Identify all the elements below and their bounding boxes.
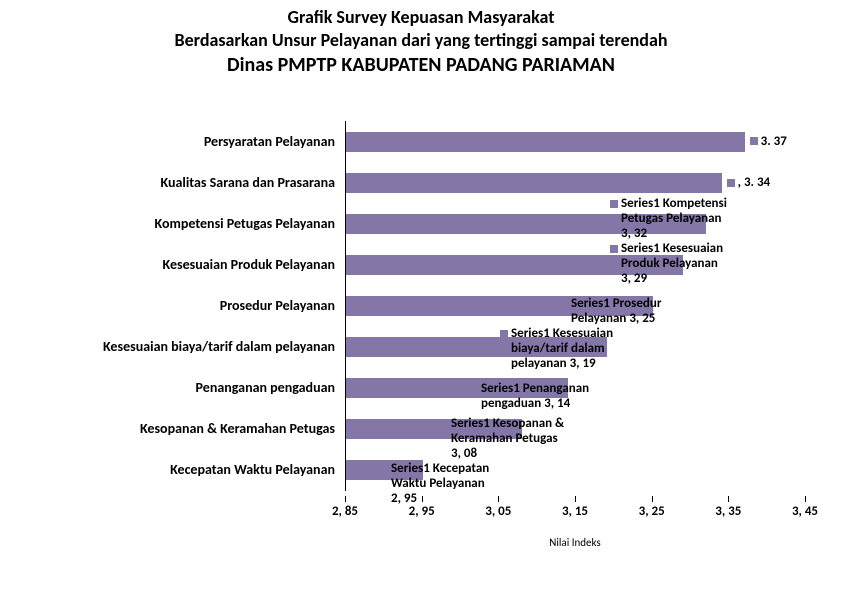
series-label: Series1 KecepatanWaktu Pelayanan2, 95 [380,462,489,507]
category-label: Persyaratan Pelayanan [0,133,335,150]
x-axis-title: Nilai Indeks [345,536,805,549]
x-tick [345,496,346,502]
category-label: Kecepatan Waktu Pelayanan [0,461,335,478]
x-tick [728,496,729,502]
series-label: Series1 Penangananpengaduan 3, 14 [470,382,589,412]
chart-title-line3: Dinas PMPTP KABUPATEN PADANG PARIAMAN [0,53,842,78]
series-label: Series1 Kesesuaianbiaya/tarif dalampelay… [500,327,613,372]
x-tick [575,496,576,502]
x-tick [805,496,806,502]
x-tick-label: 3, 45 [792,504,818,519]
bar [346,132,745,152]
x-tick-label: 2, 85 [332,504,358,519]
chart-title-line1: Grafik Survey Kepuasan Masyarakat [0,6,842,29]
series-label: Series1 KesesuaianProduk Pelayanan3, 29 [610,242,723,287]
data-label: 3. 37 [750,134,787,149]
series-label: Series1 Kesopanan &Keramahan Petugas3, 0… [440,417,564,462]
series-label: Series1 ProsedurPelayanan 3, 25 [560,297,661,327]
x-tick-label: 3, 15 [562,504,588,519]
x-tick-label: 3, 25 [639,504,665,519]
category-label: Kesopanan & Keramahan Petugas [0,420,335,437]
category-label: Penanganan pengaduan [0,379,335,396]
x-tick-label: 3, 35 [715,504,741,519]
category-label: Kompetensi Petugas Pelayanan [0,215,335,232]
category-label: Kualitas Sarana dan Prasarana [0,174,335,191]
x-tick [498,496,499,502]
category-label: Kesesuaian Produk Pelayanan [0,256,335,273]
category-label: Prosedur Pelayanan [0,297,335,314]
data-label: , 3. 34 [727,175,770,190]
x-tick [652,496,653,502]
bar [346,173,722,193]
category-label: Kesesuaian biaya/tarif dalam pelayanan [0,338,335,355]
chart-area: 2, 852, 953, 053, 153, 253, 353, 45 Nila… [0,101,842,551]
series-label: Series1 KompetensiPetugas Pelayanan3, 32 [610,197,727,242]
chart-title-line2: Berdasarkan Unsur Pelayanan dari yang te… [0,29,842,52]
